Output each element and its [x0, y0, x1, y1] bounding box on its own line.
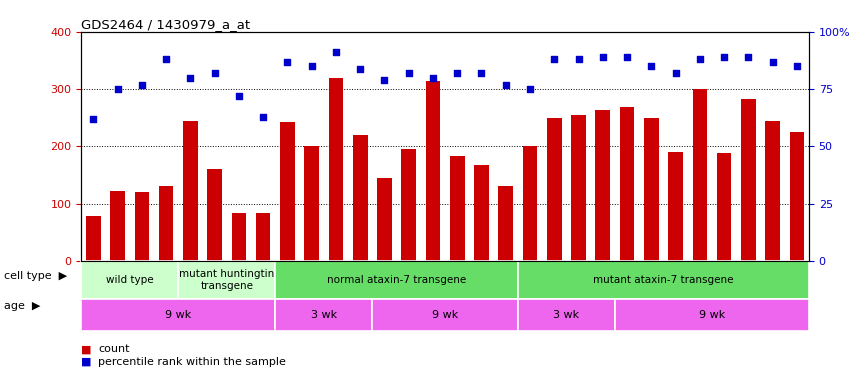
Point	[110, 86, 125, 92]
Bar	[256, 213, 270, 261]
Bar	[353, 135, 367, 261]
Bar	[377, 178, 392, 261]
Bar	[305, 146, 319, 261]
Bar	[183, 121, 198, 261]
Bar	[425, 81, 440, 261]
Point	[159, 56, 173, 62]
Bar	[280, 122, 294, 261]
Point	[354, 66, 367, 72]
Bar	[372, 299, 518, 331]
Bar	[596, 110, 610, 261]
Bar	[571, 115, 586, 261]
Bar	[615, 299, 809, 331]
Bar	[716, 153, 731, 261]
Point	[523, 86, 537, 92]
Point	[183, 75, 197, 81]
Text: cell type  ▶: cell type ▶	[4, 271, 68, 280]
Text: age  ▶: age ▶	[4, 301, 40, 310]
Text: GDS2464 / 1430979_a_at: GDS2464 / 1430979_a_at	[81, 18, 251, 31]
Bar	[620, 107, 634, 261]
Bar	[450, 156, 465, 261]
Point	[208, 70, 222, 76]
Text: ■: ■	[81, 357, 92, 367]
Point	[596, 54, 609, 60]
Point	[377, 77, 391, 83]
Text: mutant huntingtin
transgene: mutant huntingtin transgene	[179, 269, 275, 291]
Point	[450, 70, 464, 76]
Point	[401, 70, 415, 76]
Bar	[81, 261, 178, 299]
Bar	[693, 89, 707, 261]
Text: normal ataxin-7 transgene: normal ataxin-7 transgene	[327, 275, 467, 285]
Point	[693, 56, 706, 62]
Text: 9 wk: 9 wk	[165, 310, 192, 320]
Bar	[159, 186, 174, 261]
Point	[474, 70, 488, 76]
Point	[548, 56, 562, 62]
Point	[281, 58, 294, 64]
Bar	[401, 148, 416, 261]
Point	[232, 93, 246, 99]
Text: 9 wk: 9 wk	[698, 310, 725, 320]
Bar	[547, 118, 562, 261]
Point	[669, 70, 682, 76]
Bar	[474, 165, 489, 261]
Bar	[518, 299, 615, 331]
Bar	[110, 191, 125, 261]
Bar	[518, 261, 809, 299]
Bar	[765, 121, 780, 261]
Bar	[789, 132, 804, 261]
Point	[86, 116, 100, 122]
Text: 3 wk: 3 wk	[553, 310, 580, 320]
Point	[135, 81, 149, 87]
Text: ■: ■	[81, 345, 92, 354]
Bar	[741, 99, 756, 261]
Text: wild type: wild type	[106, 275, 153, 285]
Point	[741, 54, 755, 60]
Bar	[178, 261, 276, 299]
Text: 9 wk: 9 wk	[432, 310, 458, 320]
Bar	[232, 213, 247, 261]
Point	[620, 54, 633, 60]
Point	[329, 50, 342, 55]
Bar	[523, 146, 538, 261]
Bar	[134, 192, 149, 261]
Point	[765, 58, 779, 64]
Text: mutant ataxin-7 transgene: mutant ataxin-7 transgene	[593, 275, 734, 285]
Point	[790, 63, 804, 69]
Point	[717, 54, 731, 60]
Bar	[86, 216, 101, 261]
Point	[305, 63, 318, 69]
Bar	[81, 299, 276, 331]
Text: count: count	[98, 345, 130, 354]
Bar	[329, 78, 343, 261]
Bar	[669, 152, 683, 261]
Bar	[207, 169, 222, 261]
Bar	[276, 261, 518, 299]
Bar	[276, 299, 372, 331]
Text: percentile rank within the sample: percentile rank within the sample	[98, 357, 286, 367]
Point	[426, 75, 440, 81]
Point	[256, 114, 270, 120]
Bar	[498, 186, 513, 261]
Point	[572, 56, 586, 62]
Text: 3 wk: 3 wk	[311, 310, 337, 320]
Bar	[644, 118, 658, 261]
Point	[499, 81, 513, 87]
Point	[645, 63, 658, 69]
